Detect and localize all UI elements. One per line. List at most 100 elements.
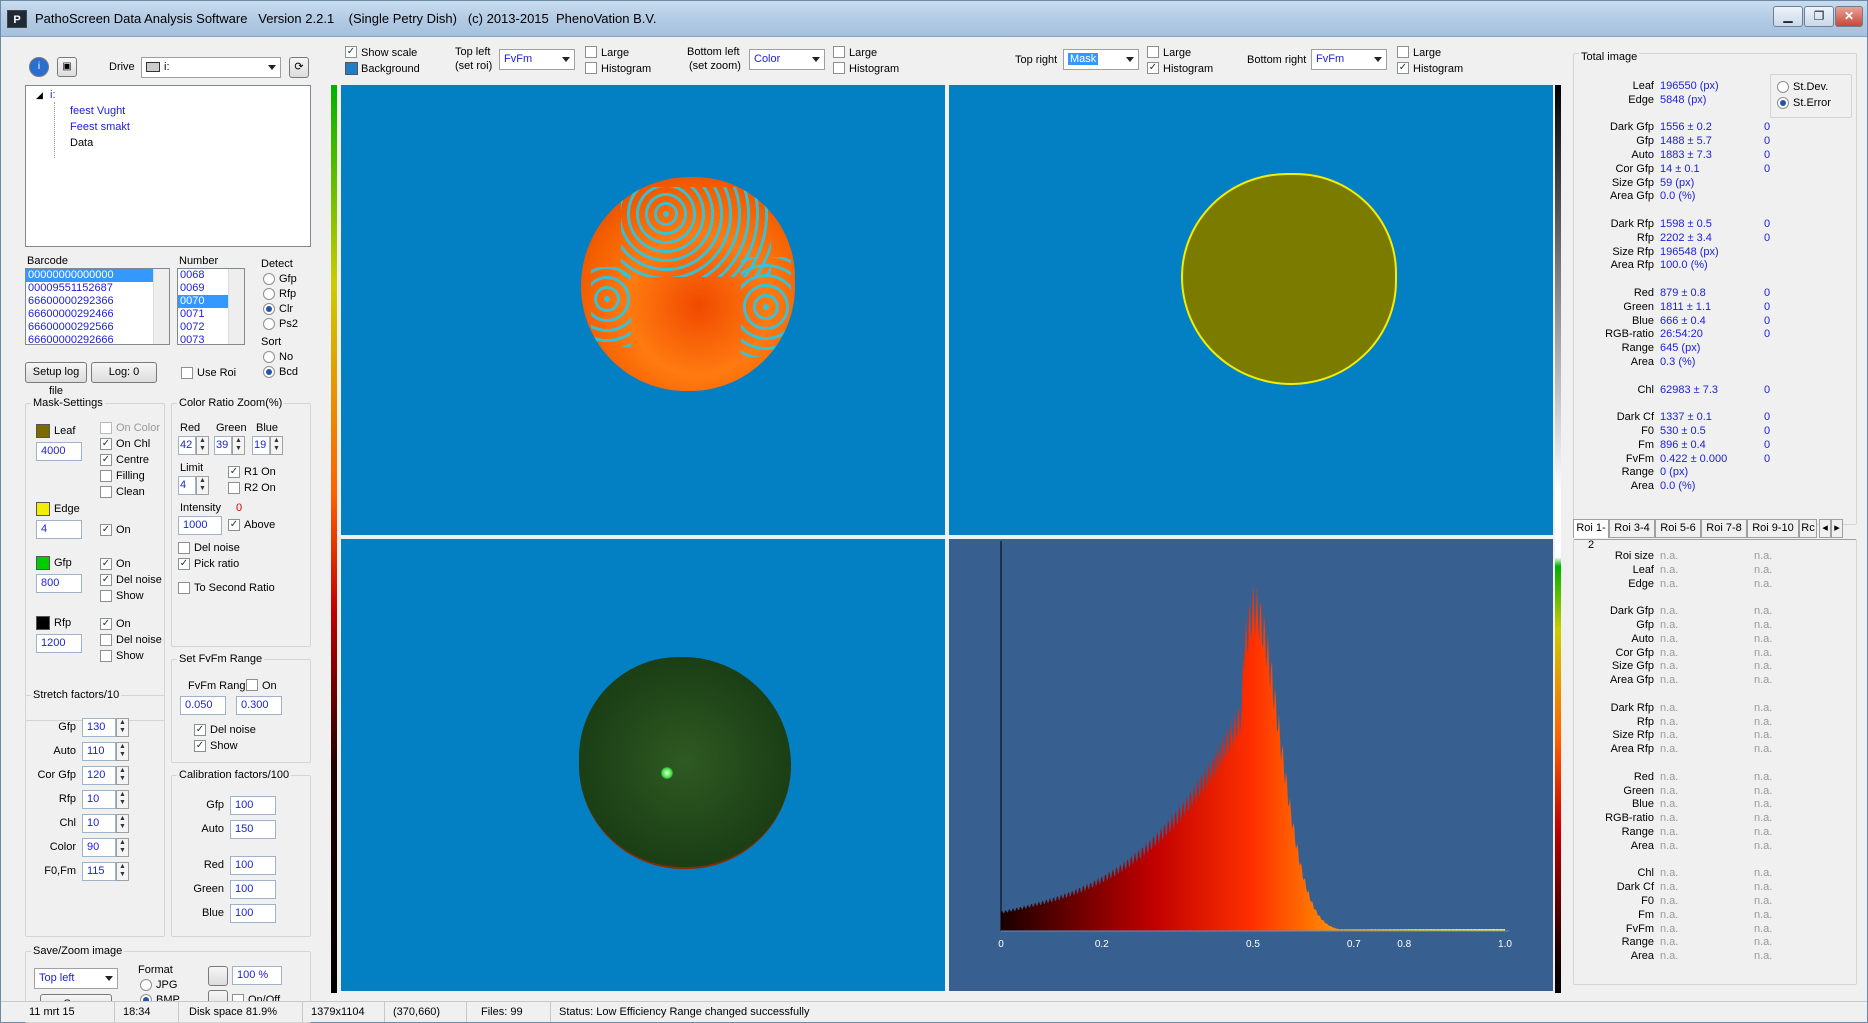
- top-right-large-checkbox[interactable]: [1147, 46, 1159, 58]
- sort-bcd-radio[interactable]: [263, 366, 275, 378]
- calibration-input[interactable]: 100: [230, 880, 276, 899]
- bottom-right-large-checkbox[interactable]: [1397, 46, 1409, 58]
- top-right-image[interactable]: [949, 85, 1553, 535]
- filling-checkbox[interactable]: [100, 470, 112, 482]
- folder-tree[interactable]: ◢ i: feest Vught Feest smakt Data: [25, 85, 311, 247]
- r2-on-checkbox[interactable]: [228, 482, 240, 494]
- stretch-spinner[interactable]: ▲ ▼: [116, 790, 129, 809]
- stretch-input[interactable]: 120: [82, 766, 116, 785]
- edge-on-checkbox[interactable]: ✓: [100, 524, 112, 536]
- detect-rfp-radio[interactable]: [263, 288, 275, 300]
- stretch-input[interactable]: 10: [82, 814, 116, 833]
- rfp-color-swatch[interactable]: [36, 616, 50, 630]
- drive-select[interactable]: i:: [141, 57, 281, 78]
- limit-spinner[interactable]: ▲ ▼: [196, 476, 209, 495]
- list-item[interactable]: 00000000000000: [26, 269, 169, 282]
- calibration-input[interactable]: 100: [230, 904, 276, 923]
- fvfm-show-checkbox[interactable]: ✓: [194, 740, 206, 752]
- green-spinner[interactable]: ▲ ▼: [232, 436, 245, 455]
- calibration-input[interactable]: 150: [230, 820, 276, 839]
- top-left-image[interactable]: [341, 85, 945, 535]
- leaf-color-swatch[interactable]: [36, 424, 50, 438]
- centre-checkbox[interactable]: ✓: [100, 454, 112, 466]
- tree-item-feest-smakt[interactable]: Feest smakt: [70, 121, 130, 133]
- red-ratio-input[interactable]: 42: [178, 436, 196, 455]
- clean-checkbox[interactable]: [100, 486, 112, 498]
- scrollbar[interactable]: [228, 269, 244, 344]
- calibration-input[interactable]: 100: [230, 796, 276, 815]
- zoom-color-button[interactable]: [208, 966, 228, 986]
- rfp-show-checkbox[interactable]: [100, 650, 112, 662]
- leaf-threshold-input[interactable]: 4000: [36, 442, 82, 461]
- above-checkbox[interactable]: ✓: [228, 519, 240, 531]
- intensity-input[interactable]: 1000: [178, 516, 222, 535]
- fvfm-min-input[interactable]: 0.050: [180, 696, 226, 715]
- tree-collapse-icon[interactable]: ◢: [36, 90, 43, 101]
- tab-roi[interactable]: Roi 3-4: [1609, 519, 1655, 538]
- gfp-show-checkbox[interactable]: [100, 590, 112, 602]
- blue-ratio-input[interactable]: 19: [252, 436, 270, 455]
- list-item[interactable]: 66600000292566: [26, 321, 169, 334]
- save-position-select[interactable]: Top left: [34, 968, 118, 989]
- gfp-on-checkbox[interactable]: ✓: [100, 558, 112, 570]
- stretch-input[interactable]: 90: [82, 838, 116, 857]
- calibration-input[interactable]: 100: [230, 856, 276, 875]
- stretch-spinner[interactable]: ▲ ▼: [116, 742, 129, 761]
- bottom-right-select[interactable]: FvFm: [1311, 49, 1387, 70]
- app-icon[interactable]: P: [7, 10, 27, 28]
- scrollbar[interactable]: [153, 269, 169, 344]
- close-button[interactable]: ✕: [1835, 6, 1863, 27]
- stretch-spinner[interactable]: ▲ ▼: [116, 814, 129, 833]
- list-item[interactable]: 00009551152687: [26, 282, 169, 295]
- green-ratio-input[interactable]: 39: [214, 436, 232, 455]
- rfp-threshold-input[interactable]: 1200: [36, 634, 82, 653]
- bottom-left-large-checkbox[interactable]: [833, 46, 845, 58]
- format-jpg-radio[interactable]: [140, 979, 152, 991]
- histogram-panel[interactable]: 0 0.2 0.5 0.7 0.8 1.0: [949, 539, 1553, 991]
- stretch-spinner[interactable]: ▲ ▼: [116, 862, 129, 881]
- limit-input[interactable]: 4: [178, 476, 196, 495]
- info-icon[interactable]: i: [29, 57, 49, 77]
- bottom-left-image[interactable]: [341, 539, 945, 991]
- top-right-select[interactable]: Mask: [1063, 49, 1139, 70]
- tree-item-data[interactable]: Data: [70, 137, 93, 149]
- cr-del-noise-checkbox[interactable]: [178, 542, 190, 554]
- number-list[interactable]: 0068 0069 0070 0071 0072 0073 0074: [177, 268, 245, 345]
- refresh-icon[interactable]: ⟳: [289, 57, 309, 78]
- tab-roi[interactable]: Roi 1-2: [1573, 519, 1609, 538]
- tab-prev-icon[interactable]: ◂: [1819, 519, 1831, 538]
- fvfm-on-checkbox[interactable]: [246, 679, 258, 691]
- stdev-radio[interactable]: [1777, 81, 1789, 93]
- tree-root[interactable]: i:: [50, 89, 56, 101]
- top-left-large-checkbox[interactable]: [585, 46, 597, 58]
- fvfm-max-input[interactable]: 0.300: [236, 696, 282, 715]
- stretch-spinner[interactable]: ▲ ▼: [116, 718, 129, 737]
- r1-on-checkbox[interactable]: ✓: [228, 466, 240, 478]
- detect-gfp-radio[interactable]: [263, 273, 275, 285]
- background-color-swatch[interactable]: [345, 62, 358, 75]
- list-item[interactable]: 66600000292366: [26, 295, 169, 308]
- setup-log-button[interactable]: Setup log file: [25, 362, 87, 383]
- fvfm-del-noise-checkbox[interactable]: ✓: [194, 724, 206, 736]
- bottom-left-histogram-checkbox[interactable]: [833, 62, 845, 74]
- barcode-list[interactable]: 00000000000000 00009551152687 6660000029…: [25, 268, 170, 345]
- stretch-input[interactable]: 10: [82, 790, 116, 809]
- tab-roi[interactable]: Roi 5-6: [1655, 519, 1701, 538]
- tab-next-icon[interactable]: ▸: [1831, 519, 1843, 538]
- maximize-button[interactable]: ❐: [1804, 6, 1834, 27]
- top-left-histogram-checkbox[interactable]: [585, 62, 597, 74]
- stretch-input[interactable]: 110: [82, 742, 116, 761]
- edge-color-swatch[interactable]: [36, 502, 50, 516]
- tab-roi[interactable]: Roi 9-10: [1747, 519, 1799, 538]
- blue-spinner[interactable]: ▲ ▼: [270, 436, 283, 455]
- top-right-histogram-checkbox[interactable]: ✓: [1147, 62, 1159, 74]
- detect-clr-radio[interactable]: [263, 303, 275, 315]
- top-left-select[interactable]: FvFm: [499, 49, 575, 70]
- tab-roi[interactable]: Roi 7-8: [1701, 519, 1747, 538]
- red-spinner[interactable]: ▲ ▼: [196, 436, 209, 455]
- stretch-spinner[interactable]: ▲ ▼: [116, 766, 129, 785]
- show-scale-checkbox[interactable]: ✓: [345, 46, 357, 58]
- on-color-checkbox[interactable]: [100, 422, 112, 434]
- list-item[interactable]: 66600000292666: [26, 334, 169, 345]
- sterr-radio[interactable]: [1777, 97, 1789, 109]
